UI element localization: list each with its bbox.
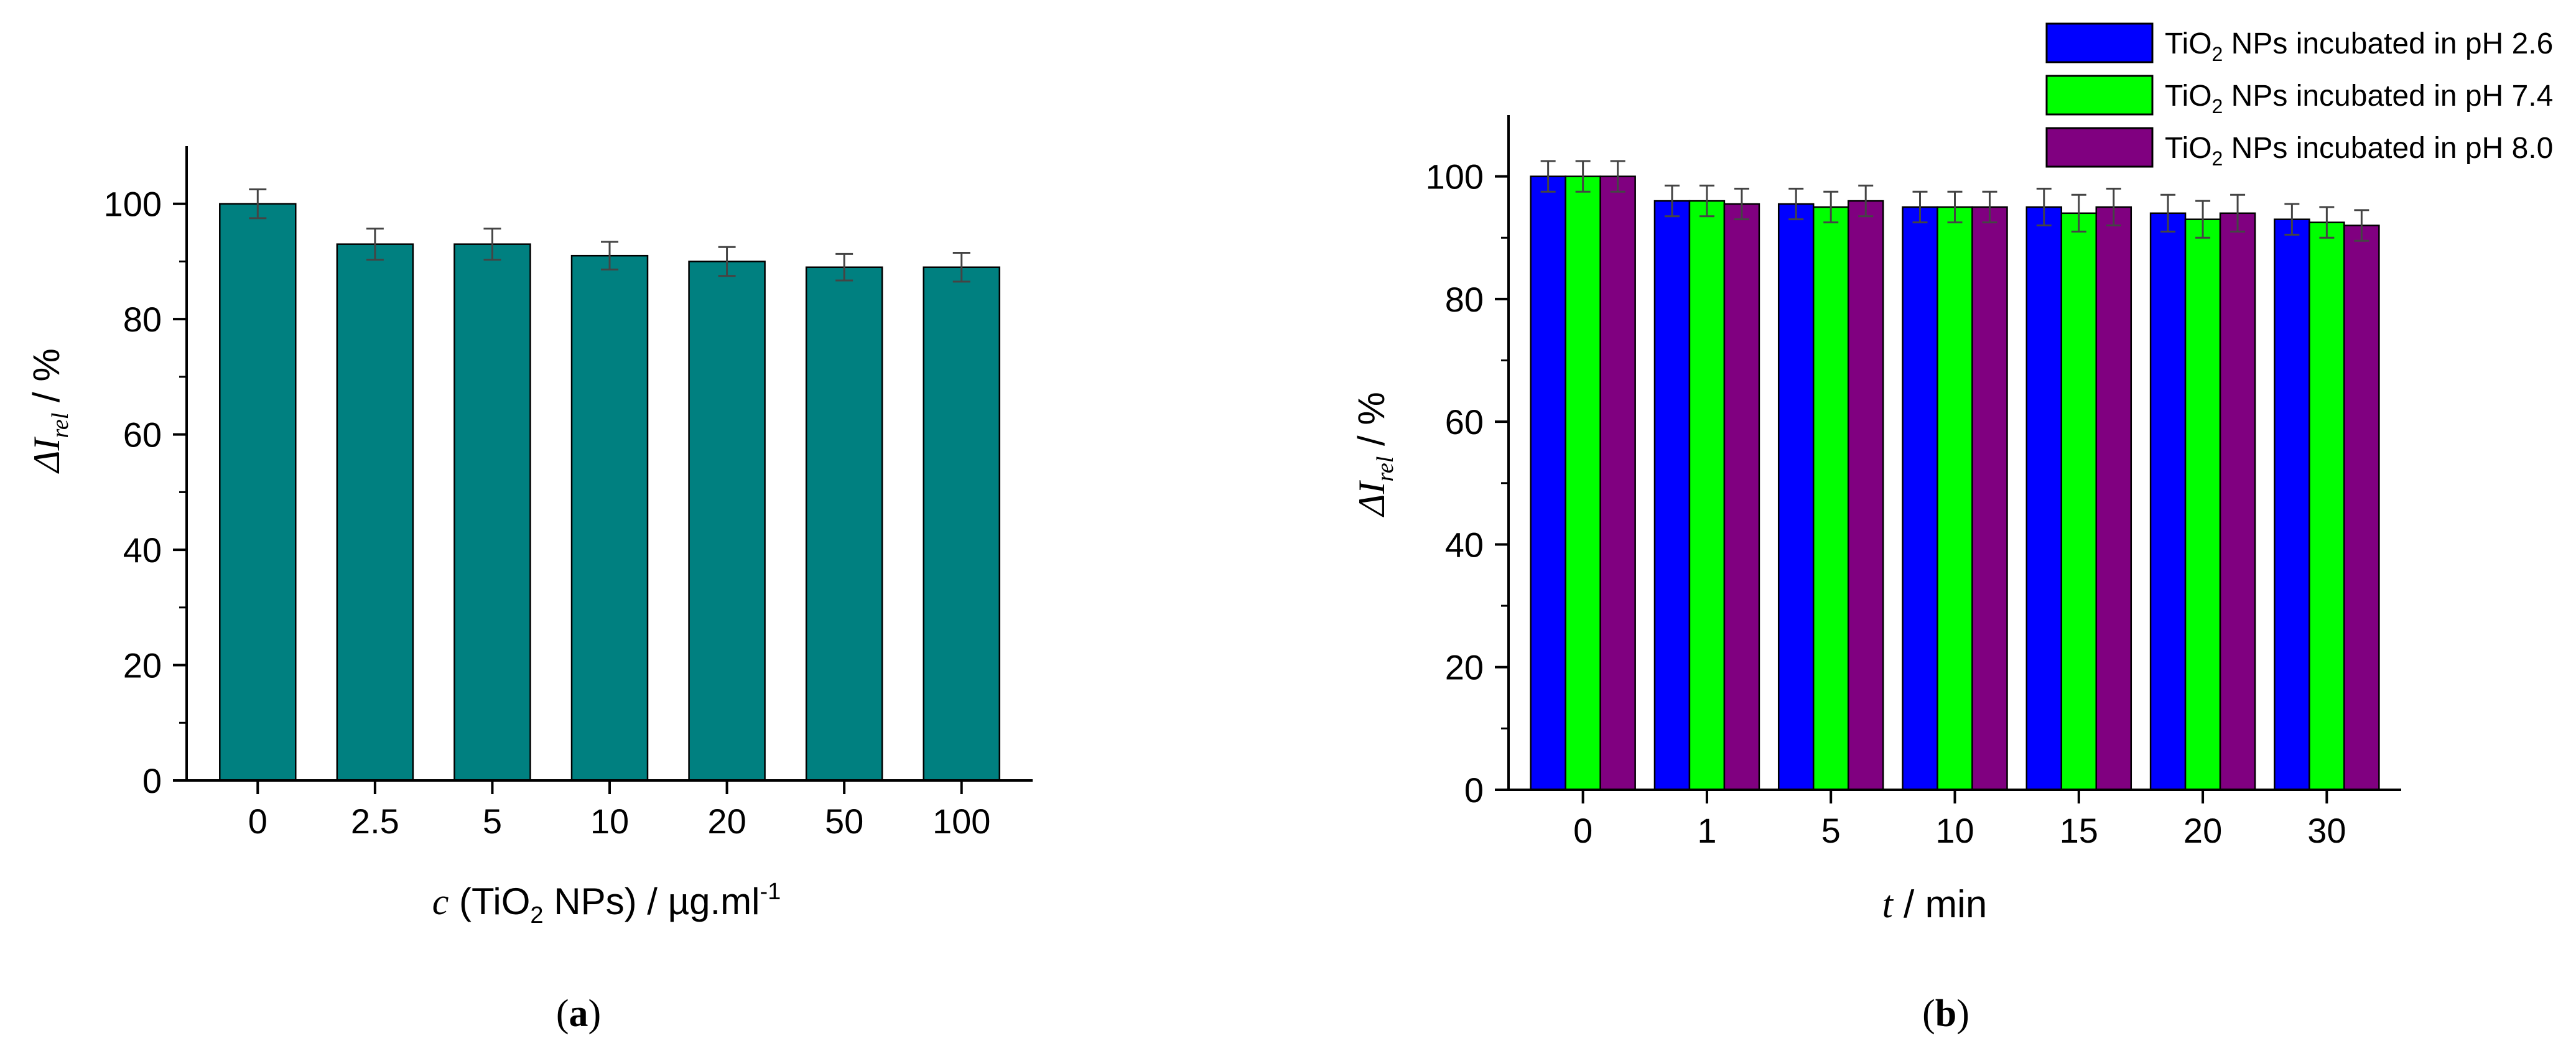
x-tick-label-a: 20 xyxy=(707,802,746,841)
bar-b-series2-5 xyxy=(1812,206,1849,791)
bar-b-series1-1 xyxy=(1653,200,1691,791)
y-tick-label-b: 80 xyxy=(1445,280,1484,319)
bar-b-series2-30 xyxy=(2309,221,2345,791)
y-tick-label-a: 40 xyxy=(123,530,162,570)
panel-label-b: (b) xyxy=(1922,993,1969,1035)
bar-b-series1-20 xyxy=(2149,212,2187,791)
bar-a-2.5 xyxy=(336,243,414,782)
x-tick-label-b: 10 xyxy=(1935,811,1974,850)
x-tick-label-b: 30 xyxy=(2307,811,2346,850)
error-bar-group-b xyxy=(1540,160,2369,242)
bar-b-series2-20 xyxy=(2184,218,2221,791)
y-tick-label-a: 60 xyxy=(123,415,162,455)
bar-b-series3-30 xyxy=(2343,224,2380,791)
bar-b-series1-15 xyxy=(2025,206,2063,791)
panel-label-a: (a) xyxy=(556,993,601,1035)
y-tick-label-b: 20 xyxy=(1445,648,1484,687)
y-tick-labels-a: 0 20 40 60 80 100 xyxy=(104,185,162,800)
x-tick-label-a: 0 xyxy=(248,802,267,841)
x-tick-label-b: 15 xyxy=(2060,811,2098,850)
bar-a-0 xyxy=(219,203,297,782)
axes-b xyxy=(1495,115,2401,803)
bar-b-series1-30 xyxy=(2274,218,2310,791)
y-axis-label-b: ΔIrel / % xyxy=(1351,392,1398,517)
bar-b-series1-0 xyxy=(1530,175,1566,791)
bar-b-series1-10 xyxy=(1902,206,1938,791)
bar-b-series2-0 xyxy=(1565,175,1601,791)
x-tick-label-b: 0 xyxy=(1573,811,1593,850)
chart-panel-a: 0 20 40 60 80 100 0 2.5 5 10 20 50 100 ΔIrel / % c … xyxy=(26,146,1033,1035)
bar-a-5 xyxy=(453,243,531,782)
legend-label-2: TiO2 NPs incubated in pH 7.4 xyxy=(2165,80,2553,118)
x-tick-label-a: 2.5 xyxy=(351,802,399,841)
x-tick-labels-a: 0 2.5 5 10 20 50 100 xyxy=(248,802,991,841)
x-tick-label-a: 50 xyxy=(825,802,863,841)
x-tick-label-b: 20 xyxy=(2183,811,2222,850)
legend-label-3: TiO2 NPs incubated in pH 8.0 xyxy=(2165,132,2553,170)
y-axis-label-a: ΔIrel / % xyxy=(26,348,73,473)
y-tick-label-a: 100 xyxy=(104,185,162,224)
bar-a-10 xyxy=(570,254,649,782)
bar-b-series3-5 xyxy=(1847,200,1884,791)
y-tick-label-b: 0 xyxy=(1464,771,1484,810)
bar-b-series2-15 xyxy=(2060,212,2098,791)
error-bar-group-a xyxy=(249,188,970,283)
bar-a-50 xyxy=(805,266,883,782)
y-tick-label-a: 0 xyxy=(142,761,162,800)
x-tick-label-b: 1 xyxy=(1697,811,1716,850)
axes-a xyxy=(173,146,1033,794)
y-tick-labels-b: 0 20 40 60 80 100 xyxy=(1426,157,1484,810)
bar-a-100 xyxy=(923,266,1000,782)
x-tick-label-a: 100 xyxy=(932,802,990,841)
legend: TiO2 NPs incubated in pH 2.6 TiO2 NPs inc… xyxy=(2045,22,2553,170)
bar-b-series2-10 xyxy=(1937,206,1973,791)
bar-b-series3-10 xyxy=(1971,206,2008,791)
x-axis-label-b: t / min xyxy=(1882,883,1988,926)
y-tick-label-b: 40 xyxy=(1445,525,1484,564)
x-axis-label-a: c (TiO2 NPs) / µg.ml-1 xyxy=(432,879,781,928)
bar-group-b xyxy=(1530,175,2380,791)
legend-swatch-2 xyxy=(2045,75,2154,116)
y-tick-label-b: 60 xyxy=(1445,402,1484,442)
legend-swatch-3 xyxy=(2045,127,2154,168)
bar-b-series3-0 xyxy=(1599,175,1636,791)
x-tick-label-b: 5 xyxy=(1821,811,1841,850)
y-tick-label-a: 20 xyxy=(123,646,162,685)
x-tick-label-a: 5 xyxy=(483,802,502,841)
bar-b-series2-1 xyxy=(1688,200,1726,791)
legend-swatch-1 xyxy=(2045,22,2154,63)
bar-group-a xyxy=(219,203,1000,782)
x-tick-label-a: 10 xyxy=(590,802,629,841)
y-tick-label-a: 80 xyxy=(123,300,162,339)
bar-a-20 xyxy=(688,261,766,782)
legend-label-1: TiO2 NPs incubated in pH 2.6 xyxy=(2165,27,2553,65)
bar-b-series3-1 xyxy=(1723,203,1760,791)
y-tick-label-b: 100 xyxy=(1426,157,1484,197)
bar-b-series3-15 xyxy=(2095,206,2132,791)
bar-b-series1-5 xyxy=(1777,203,1815,791)
bar-b-series3-20 xyxy=(2219,212,2256,791)
x-tick-labels-b: 0 1 5 10 15 20 30 xyxy=(1573,811,2346,850)
